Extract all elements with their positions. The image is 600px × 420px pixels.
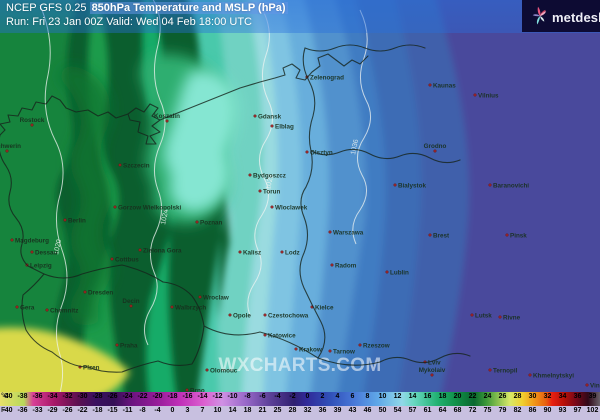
svg-text:Vinnytsia: Vinnytsia	[590, 383, 600, 390]
svg-text:Khmelnytskyi: Khmelnytskyi	[533, 373, 574, 380]
svg-text:Rivne: Rivne	[503, 315, 521, 322]
svg-text:Krakow: Krakow	[299, 347, 322, 354]
svg-text:Kalisz: Kalisz	[243, 250, 261, 257]
svg-text:Cottbus: Cottbus	[115, 257, 139, 264]
svg-text:Torun: Torun	[263, 189, 281, 196]
svg-text:Lutsk: Lutsk	[475, 313, 492, 320]
svg-text:Szczecin: Szczecin	[123, 163, 150, 170]
svg-text:Kielce: Kielce	[315, 305, 334, 312]
svg-text:Pinsk: Pinsk	[510, 233, 527, 240]
svg-text:Zielona Gora: Zielona Gora	[143, 248, 182, 255]
svg-text:Walbrzych: Walbrzych	[175, 305, 206, 312]
svg-text:Gdansk: Gdansk	[258, 114, 282, 121]
svg-text:Baranovichi: Baranovichi	[493, 183, 529, 190]
svg-text:Elblag: Elblag	[275, 124, 294, 131]
svg-text:Olomouc: Olomouc	[210, 368, 238, 375]
svg-text:Olsztyn: Olsztyn	[310, 150, 333, 157]
svg-text:Ternopil: Ternopil	[493, 368, 518, 375]
svg-text:Dresden: Dresden	[88, 290, 113, 297]
svg-text:Zelenograd: Zelenograd	[310, 75, 344, 82]
svg-text:Dessau: Dessau	[35, 250, 58, 257]
svg-text:Gorzow Wielkopolski: Gorzow Wielkopolski	[118, 205, 182, 212]
svg-text:Magdeburg: Magdeburg	[15, 238, 49, 245]
svg-text:Mykolaiv: Mykolaiv	[419, 367, 446, 374]
svg-text:Wroclaw: Wroclaw	[203, 295, 229, 302]
svg-text:Vilnius: Vilnius	[478, 93, 499, 100]
svg-text:Berlin: Berlin	[68, 218, 86, 225]
svg-text:Wloclawek: Wloclawek	[275, 205, 308, 212]
svg-text:Lodz: Lodz	[285, 250, 300, 257]
svg-text:Lublin: Lublin	[390, 270, 409, 277]
svg-text:Tarnow: Tarnow	[333, 349, 355, 356]
svg-text:Bydgoszcz: Bydgoszcz	[253, 173, 286, 180]
svg-text:Rostock: Rostock	[20, 117, 45, 124]
svg-text:Praha: Praha	[120, 343, 138, 350]
svg-text:Schwerin: Schwerin	[0, 143, 21, 150]
svg-text:Radom: Radom	[335, 263, 357, 270]
svg-text:Poznan: Poznan	[200, 220, 223, 227]
svg-text:Grodno: Grodno	[424, 143, 447, 150]
svg-text:Czestochowa: Czestochowa	[268, 313, 309, 320]
svg-text:Kaunas: Kaunas	[433, 83, 456, 90]
svg-text:Bialystok: Bialystok	[398, 183, 426, 190]
svg-text:Warszawa: Warszawa	[333, 230, 364, 237]
svg-text:Chemnitz: Chemnitz	[50, 308, 78, 315]
svg-text:Opole: Opole	[233, 313, 251, 320]
svg-text:Brest: Brest	[433, 233, 450, 240]
svg-text:Decin: Decin	[122, 298, 139, 305]
svg-text:Rzeszow: Rzeszow	[363, 343, 390, 350]
